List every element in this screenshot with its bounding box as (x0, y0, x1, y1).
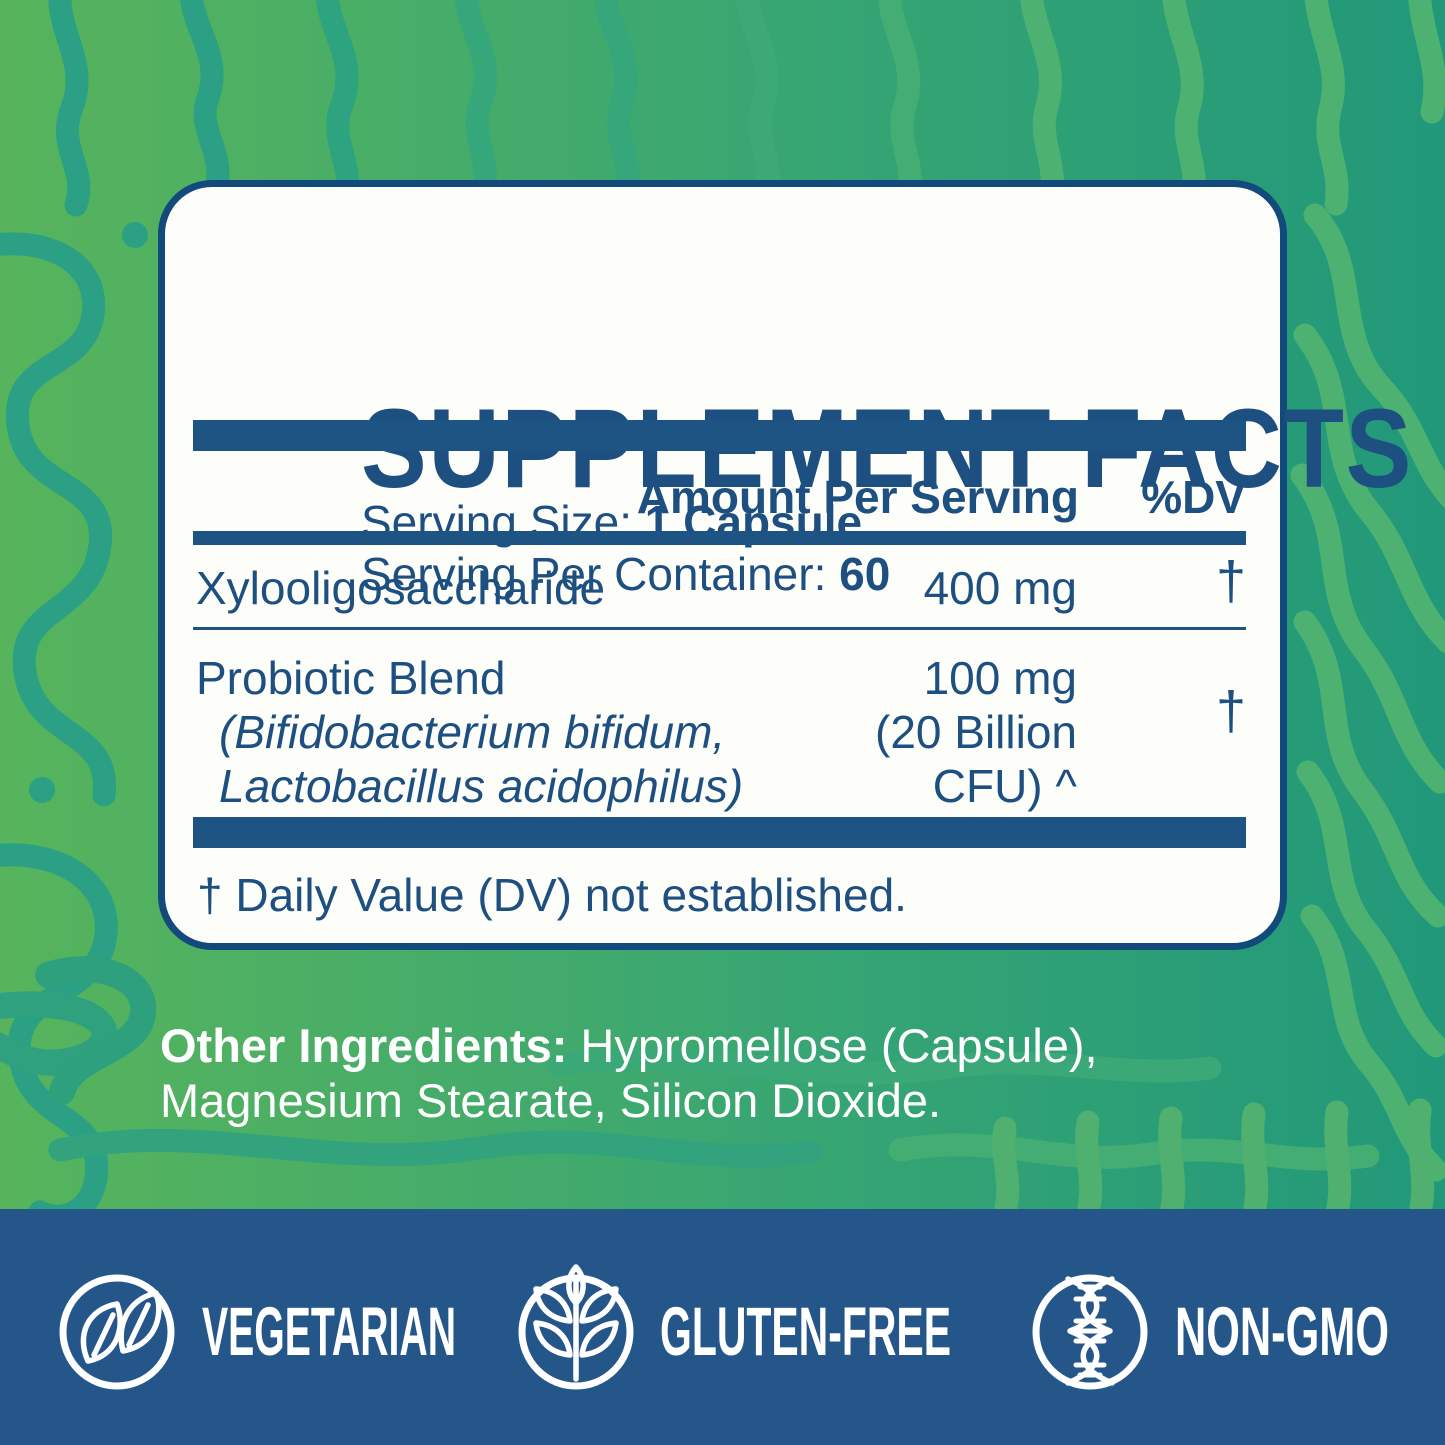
other-ingredients-label: Other Ingredients: (160, 1019, 568, 1072)
other-ingredients: Other Ingredients: Hypromellose (Capsule… (160, 1019, 1305, 1129)
badge-vegetarian-label: VEGETARIAN (202, 1293, 456, 1370)
dna-icon (1032, 1274, 1148, 1390)
bottom-badge-bar: VEGETARIAN GLUTEN-FREE (0, 1209, 1445, 1445)
divider-bar-bottom (193, 817, 1246, 848)
ingredient-row-name: Xylooligosaccharide (196, 562, 606, 614)
ingredient-row-amount: 100 mg (923, 652, 1077, 704)
ingredient-row-name-species-2: Lactobacillus acidophilus) (219, 760, 744, 812)
badge-non-gmo: NON-GMO (1032, 1274, 1389, 1390)
row-divider (193, 627, 1246, 630)
badge-gluten-free-label: GLUTEN-FREE (660, 1293, 951, 1370)
servings-per-container-line: Serving Per Container: 60 (361, 549, 890, 600)
ingredient-row-amount-cfu-1: (20 Billion (875, 706, 1077, 758)
ingredient-row-amount-cfu-2: CFU) ^ (932, 760, 1077, 812)
daily-value-footnote: † Daily Value (DV) not established. (197, 869, 907, 921)
servings-per-container-value: 60 (839, 548, 891, 600)
badges: VEGETARIAN GLUTEN-FREE (59, 1264, 1389, 1390)
ingredient-row-dv: † (1215, 551, 1247, 611)
other-ingredients-text: Hypromellose (Capsule), Magnesium Steara… (160, 1019, 1098, 1127)
divider-bar-top (193, 420, 1246, 451)
servings-per-container-label: Serving Per Container: (361, 548, 827, 600)
divider-bar-header (193, 531, 1246, 545)
badge-non-gmo-label: NON-GMO (1175, 1293, 1389, 1370)
badge-gluten-free: GLUTEN-FREE (518, 1264, 951, 1390)
leaf-icon (59, 1274, 175, 1390)
wheat-icon (518, 1264, 634, 1390)
ingredient-row-name-species-1: (Bifidobacterium bifidum, (219, 706, 726, 758)
ingredient-row-name: Probiotic Blend (196, 652, 506, 704)
column-header-amount: Amount Per Serving (636, 471, 1079, 523)
ingredient-row-amount: 400 mg (923, 562, 1077, 614)
badge-vegetarian: VEGETARIAN (59, 1274, 456, 1390)
column-header-dv: %DV (1141, 471, 1246, 523)
ingredient-row-dv: † (1215, 681, 1247, 741)
